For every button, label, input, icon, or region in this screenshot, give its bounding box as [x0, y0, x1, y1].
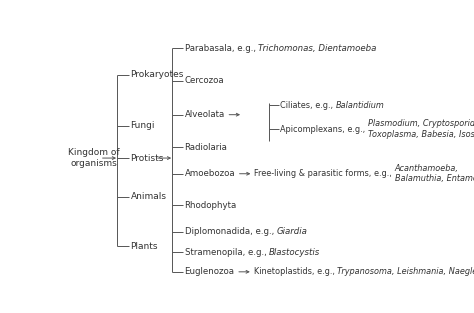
- Text: Prokaryotes: Prokaryotes: [130, 70, 184, 80]
- Text: Ciliates, e.g.,: Ciliates, e.g.,: [280, 100, 336, 110]
- Text: Kingdom of
organisms: Kingdom of organisms: [68, 148, 120, 168]
- Text: Amoebozoa: Amoebozoa: [184, 169, 235, 178]
- Text: Trypanosoma, Leishmania, Naegleria: Trypanosoma, Leishmania, Naegleria: [337, 267, 474, 276]
- Text: Fungi: Fungi: [130, 121, 155, 130]
- Text: Kinetoplastids, e.g.,: Kinetoplastids, e.g.,: [254, 267, 337, 276]
- Text: Cercozoa: Cercozoa: [184, 76, 224, 85]
- Text: Animals: Animals: [130, 192, 166, 201]
- Text: Parabasala, e.g.,: Parabasala, e.g.,: [184, 44, 258, 53]
- Text: Apicomplexans, e.g.,: Apicomplexans, e.g.,: [280, 125, 368, 134]
- Text: Rhodophyta: Rhodophyta: [184, 201, 237, 210]
- Text: Euglenozoa: Euglenozoa: [184, 267, 235, 276]
- Text: Stramenopila, e.g.,: Stramenopila, e.g.,: [184, 248, 269, 257]
- Text: Giardia: Giardia: [276, 227, 308, 236]
- Text: Plants: Plants: [130, 242, 158, 250]
- Text: Acanthamoeba,
Balamuthia, Entamoeba: Acanthamoeba, Balamuthia, Entamoeba: [395, 164, 474, 183]
- Text: Alveolata: Alveolata: [184, 110, 225, 119]
- Text: Free-living & parasitic forms, e.g.,: Free-living & parasitic forms, e.g.,: [254, 169, 395, 178]
- Text: Blastocystis: Blastocystis: [269, 248, 320, 257]
- Text: Balantidium: Balantidium: [336, 100, 384, 110]
- Text: Protists: Protists: [130, 154, 164, 162]
- Text: Trichomonas, Dientamoeba: Trichomonas, Dientamoeba: [258, 44, 377, 53]
- Text: Diplomonadida, e.g.,: Diplomonadida, e.g.,: [184, 227, 276, 236]
- Text: Radiolaria: Radiolaria: [184, 143, 228, 152]
- Text: Plasmodium, Cryptosporidium,
Toxoplasma, Babesia, Isospora: Plasmodium, Cryptosporidium, Toxoplasma,…: [368, 120, 474, 139]
